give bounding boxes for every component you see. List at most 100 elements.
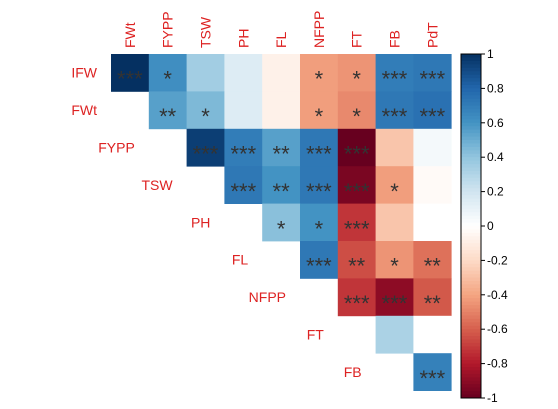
legend-gradient-step	[461, 391, 481, 396]
heatmap-cell	[375, 315, 414, 354]
heatmap-cell	[148, 91, 187, 130]
significance-label: *	[390, 254, 399, 279]
significance-label: *	[315, 104, 324, 129]
legend-gradient-step	[461, 294, 481, 299]
legend-gradient-step	[461, 260, 481, 265]
column-label: FT	[349, 30, 365, 48]
legend-gradient-step	[461, 325, 481, 330]
heatmap-cell	[337, 203, 376, 242]
heatmap-cell	[413, 91, 452, 130]
legend-gradient-step	[461, 198, 481, 203]
legend-gradient-step	[461, 208, 481, 213]
legend-gradient-step	[461, 150, 481, 155]
legend-gradient-step	[461, 346, 481, 351]
significance-label: *	[163, 67, 172, 92]
significance-label: ***	[344, 142, 370, 167]
significance-label: ***	[344, 216, 370, 241]
column-label: FYPP	[160, 11, 176, 48]
significance-label: ***	[419, 366, 445, 391]
column-label: TSW	[198, 16, 214, 48]
significance-label: ***	[419, 104, 445, 129]
heatmap-cell	[300, 91, 339, 130]
heatmap-cell	[262, 203, 301, 242]
significance-label: ***	[382, 291, 408, 316]
legend-gradient-step	[461, 312, 481, 316]
heatmap-cell	[375, 128, 414, 167]
heatmap-cell	[224, 128, 263, 167]
legend-gradient-step	[461, 277, 481, 282]
row-label: FYPP	[98, 140, 135, 156]
significance-label: **	[424, 291, 442, 316]
legend-gradient-step	[461, 105, 481, 110]
significance-label: ***	[382, 104, 408, 129]
legend-gradient-step	[461, 167, 481, 172]
legend-gradient-step	[461, 64, 481, 69]
column-label: FB	[387, 30, 403, 48]
column-label: FL	[273, 31, 289, 48]
heatmap-cell	[413, 54, 452, 92]
heatmap-cell	[300, 241, 339, 279]
heatmap-cell	[375, 54, 414, 92]
legend-gradient-step	[461, 336, 481, 341]
heatmap-cell	[337, 54, 376, 92]
legend-gradient-step	[461, 360, 481, 365]
row-label: IFW	[71, 65, 97, 81]
legend-gradient-step	[461, 387, 481, 392]
column-label: PdT	[424, 22, 440, 48]
legend-gradient-step	[461, 71, 481, 76]
legend-gradient-step	[461, 284, 481, 289]
heatmap-cell	[375, 278, 414, 317]
heatmap-cell	[413, 278, 452, 317]
legend-gradient-step	[461, 287, 481, 292]
legend-gradient-step	[461, 140, 481, 144]
legend-gradient-step	[461, 394, 481, 399]
legend-gradient-step	[461, 329, 481, 334]
heatmap-cell	[413, 353, 452, 391]
legend-gradient-step	[461, 212, 481, 217]
heatmap-cell	[413, 166, 452, 204]
column-label: PH	[235, 29, 251, 48]
legend-gradient-step	[461, 143, 481, 148]
legend-gradient-step	[461, 78, 481, 83]
significance-label: **	[273, 142, 291, 167]
legend-tick-label: 0.2	[487, 185, 504, 199]
legend-gradient-step	[461, 267, 481, 272]
legend-gradient-step	[461, 91, 481, 96]
legend-tick-label: -1	[487, 391, 498, 405]
heatmap-cells	[111, 54, 452, 391]
heatmap-cell	[413, 315, 452, 354]
significance-label: *	[315, 216, 324, 241]
heatmap-cell	[262, 91, 301, 130]
legend-gradient-step	[461, 115, 481, 120]
heatmap-cell	[186, 128, 225, 167]
significance-label: ***	[306, 179, 332, 204]
legend-gradient-step	[461, 370, 481, 375]
significance-label: ***	[344, 291, 370, 316]
row-label: FT	[307, 327, 325, 343]
heatmap-cell	[375, 91, 414, 130]
row-labels: IFW FWt FYPP TSW PH FL NFPP FT FB	[71, 65, 361, 380]
legend-gradient-step	[461, 133, 481, 138]
significance-label: ***	[230, 179, 256, 204]
significance-label: **	[348, 254, 366, 279]
legend-gradient-step	[461, 270, 481, 275]
legend-tick-label: -0.2	[487, 253, 508, 267]
legend-gradient-step	[461, 315, 481, 320]
heatmap-cell	[413, 241, 452, 279]
row-label: PH	[191, 214, 210, 230]
significance-label: **	[424, 254, 442, 279]
significance-label: ***	[344, 179, 370, 204]
heatmap-cell	[413, 203, 452, 242]
legend-gradient-step	[461, 181, 481, 186]
row-label: FB	[344, 364, 362, 380]
legend-gradient-step	[461, 380, 481, 385]
legend-gradient-step	[461, 239, 481, 244]
legend-gradient-step	[461, 322, 481, 327]
legend-gradient-step	[461, 353, 481, 358]
significance-label: ***	[193, 142, 219, 167]
legend-gradient-step	[461, 184, 481, 189]
significance-label: *	[277, 216, 286, 241]
row-label: TSW	[141, 177, 173, 193]
legend-gradient-step	[461, 164, 481, 169]
legend-gradient-step	[461, 109, 481, 113]
